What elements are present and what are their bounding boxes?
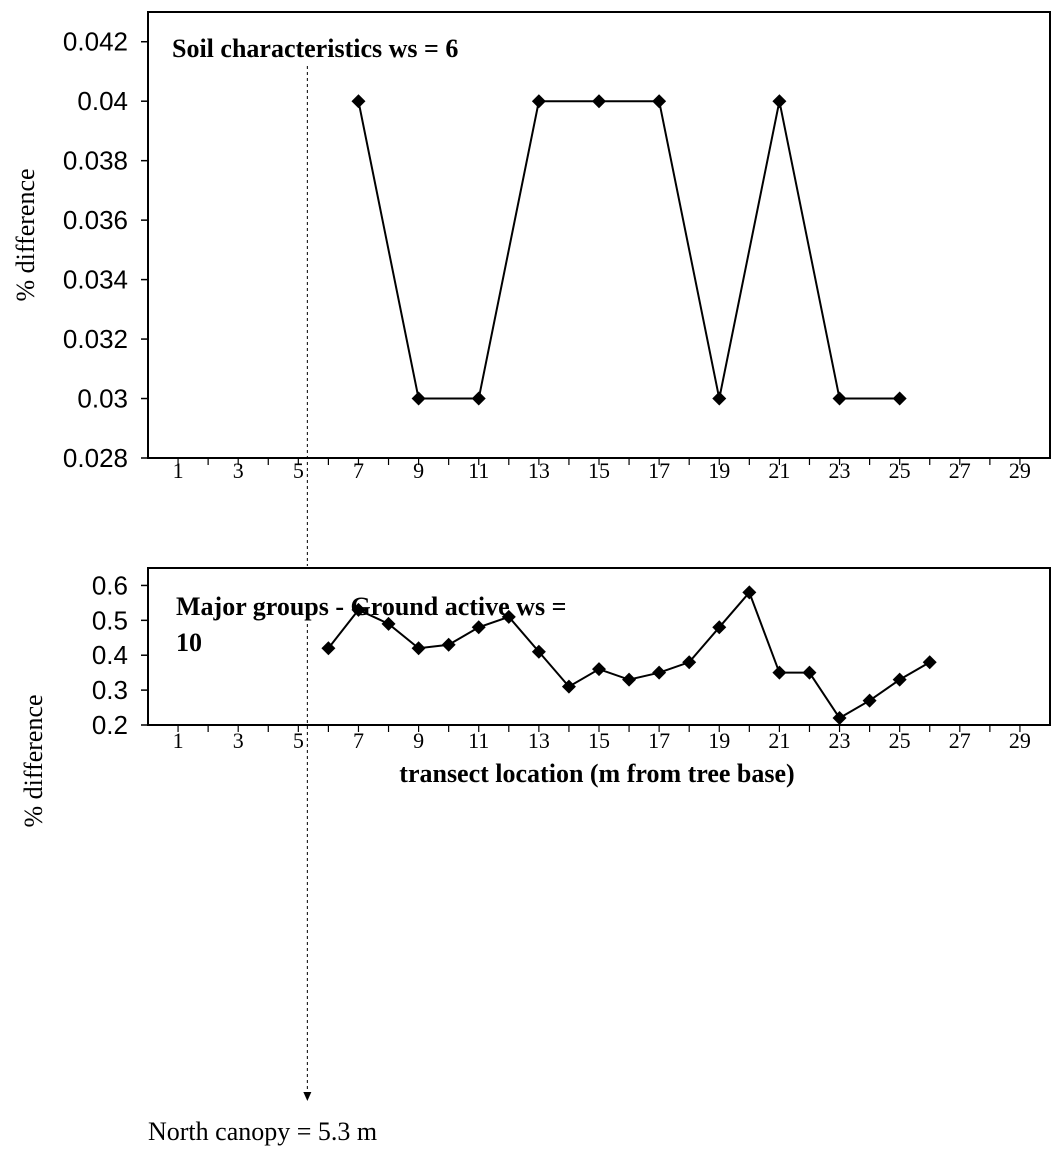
data-point (622, 672, 637, 687)
x-tick-label: 1 (173, 728, 184, 753)
data-point (531, 94, 546, 109)
data-point (351, 602, 366, 617)
data-point (832, 711, 847, 726)
x-tick-label: 29 (1009, 728, 1031, 753)
canopy-arrowhead (303, 1092, 312, 1101)
data-point (471, 391, 486, 406)
y-tick-label: 0.6 (92, 570, 128, 600)
y-tick-label: 0.032 (63, 324, 128, 354)
x-tick-label: 27 (949, 458, 971, 483)
x-tick-label: 11 (468, 728, 489, 753)
x-tick-label: 15 (588, 728, 610, 753)
y-tick-label: 0.036 (63, 205, 128, 235)
ground-chart-title: Major groups - Ground active ws = 10 (176, 592, 566, 657)
y-tick-label: 0.04 (77, 86, 128, 116)
x-tick-label: 5 (293, 728, 304, 753)
data-point (862, 693, 877, 708)
series-line (357, 100, 900, 400)
data-point (351, 94, 366, 109)
x-tick-label: 9 (413, 728, 424, 753)
y-tick-label: 0.03 (77, 384, 128, 414)
x-axis-title: transect location (m from tree base) (399, 759, 794, 788)
x-tick-label: 27 (949, 728, 971, 753)
data-point (471, 620, 486, 635)
data-point (652, 94, 667, 109)
data-point (892, 391, 907, 406)
y-tick-label: 0.042 (63, 27, 128, 57)
ground-y-axis-label: % difference (19, 694, 48, 827)
data-point (531, 644, 546, 659)
y-tick-label: 0.5 (92, 605, 128, 635)
soil-chart: Soil characteristics ws = 6 % difference… (11, 11, 1051, 483)
canopy-annotation: North canopy = 5.3 m (148, 66, 377, 1146)
data-point (892, 672, 907, 687)
data-point (742, 585, 757, 600)
data-point (501, 609, 516, 624)
x-tick-label: 19 (708, 728, 730, 753)
data-point (802, 665, 817, 680)
data-point (922, 655, 937, 670)
data-point (561, 679, 576, 694)
x-tick-label: 23 (829, 458, 851, 483)
data-point (712, 620, 727, 635)
canopy-note: North canopy = 5.3 m (148, 1117, 377, 1146)
data-point (772, 94, 787, 109)
y-tick-label: 0.3 (92, 675, 128, 705)
data-point (411, 641, 426, 656)
data-point (441, 637, 456, 652)
x-tick-label: 11 (468, 458, 489, 483)
x-tick-label: 5 (293, 458, 304, 483)
x-tick-label: 3 (233, 458, 244, 483)
data-point (592, 662, 606, 677)
x-tick-label: 21 (768, 728, 790, 753)
soil-y-axis-label: % difference (11, 168, 40, 301)
y-tick-label: 0.2 (92, 710, 128, 740)
data-point (411, 391, 426, 406)
x-tick-label: 3 (233, 728, 244, 753)
data-point (381, 616, 396, 631)
data-point (682, 655, 697, 670)
x-tick-label: 13 (528, 728, 550, 753)
x-tick-label: 25 (889, 728, 911, 753)
data-point (772, 665, 787, 680)
data-point (592, 94, 606, 109)
x-tick-label: 23 (829, 728, 851, 753)
data-point (712, 391, 727, 406)
x-tick-label: 21 (768, 458, 790, 483)
soil-chart-frame (147, 11, 1051, 459)
x-tick-label: 17 (648, 728, 670, 753)
soil-chart-title: Soil characteristics ws = 6 (172, 34, 458, 63)
data-point (321, 641, 336, 656)
x-tick-label: 7 (353, 458, 364, 483)
x-tick-label: 15 (588, 458, 610, 483)
x-tick-label: 17 (648, 458, 670, 483)
x-tick-label: 19 (708, 458, 730, 483)
ground-active-chart: % difference 0.20.30.40.50.6 1 3 5 7 9 11 13 15… (19, 567, 1051, 828)
y-tick-label: 0.4 (92, 640, 128, 670)
data-point (652, 665, 667, 680)
x-tick-label: 9 (413, 458, 424, 483)
x-tick-label: 7 (353, 728, 364, 753)
y-tick-label: 0.038 (63, 146, 128, 176)
x-tick-label: 13 (528, 458, 550, 483)
data-point (832, 391, 847, 406)
y-tick-label: 0.028 (63, 443, 128, 473)
x-tick-label: 1 (173, 458, 184, 483)
x-tick-label: 25 (889, 458, 911, 483)
x-tick-label: 29 (1009, 458, 1031, 483)
y-tick-label: 0.034 (63, 265, 128, 295)
